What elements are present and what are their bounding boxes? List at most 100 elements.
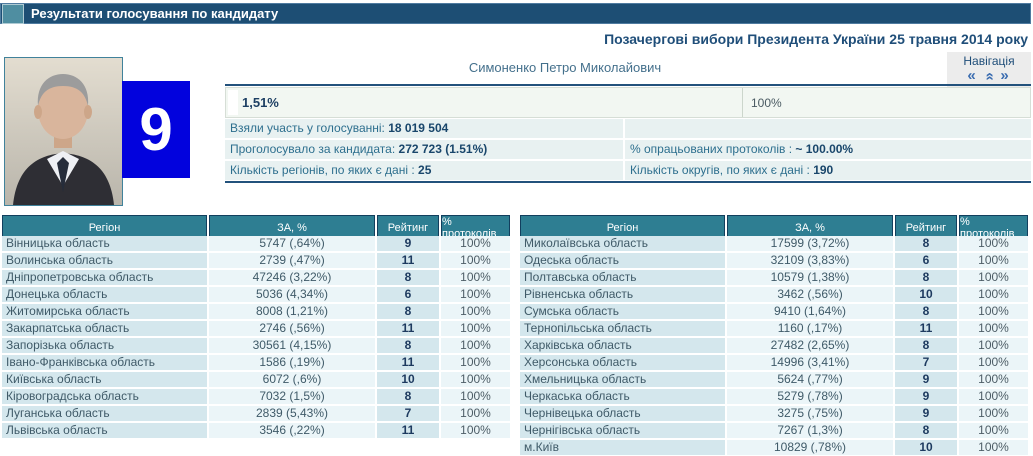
stats-row-counts: Кількість регіонів, по яких є дані : 25 … [225, 161, 1031, 180]
region-cell: Сумська область [520, 304, 725, 319]
votes-cell: 1160 (,17%) [727, 321, 893, 336]
rating-cell: 8 [895, 236, 957, 251]
rating-cell: 8 [377, 338, 439, 353]
stats-protocols-value: ~ 100.00% [795, 142, 854, 156]
votes-cell: 14996 (3,41%) [727, 355, 893, 370]
votes-cell: 8008 (1,21%) [209, 304, 375, 319]
table-row: Чернігівська область 7267 (1,3%) 8 100% [520, 423, 1028, 438]
candidate-number: 9 [139, 96, 173, 163]
rating-cell: 11 [895, 321, 957, 336]
region-cell: Кіровоградська область [2, 389, 207, 404]
table-row: Дніпропетровська область 47246 (3,22%) 8 10… [2, 270, 510, 285]
rating-cell: 10 [377, 372, 439, 387]
stats-empty-cell [625, 119, 1031, 138]
table-row: Запорізька область 30561 (4,15%) 8 100% [2, 338, 510, 353]
table-row: Рівненська область 3462 (,56%) 10 100% [520, 287, 1028, 302]
protocols-cell: 100% [441, 321, 510, 336]
votes-cell: 1586 (,19%) [209, 355, 375, 370]
table-row: Київська область 6072 (,6%) 10 100% [2, 372, 510, 387]
table-row: Тернопільська область 1160 (,17%) 11 100% [520, 321, 1028, 336]
region-cell: Львівська область [2, 423, 207, 438]
header-divider-line [225, 84, 1031, 86]
protocols-cell: 100% [441, 389, 510, 404]
rating-cell: 9 [377, 236, 439, 251]
candidate-photo [4, 57, 123, 206]
protocols-cell: 100% [959, 270, 1028, 285]
protocols-cell: 100% [959, 338, 1028, 353]
rating-cell: 11 [377, 253, 439, 268]
candidate-number-box: 9 [122, 81, 190, 178]
stats-participation: Взяли участь у голосуванні: 18 019 504 [225, 119, 623, 138]
votes-cell: 5036 (4,34%) [209, 287, 375, 302]
protocols-cell: 100% [441, 423, 510, 438]
rating-cell: 8 [377, 389, 439, 404]
rating-cell: 11 [377, 423, 439, 438]
region-cell: Вінницька область [2, 236, 207, 251]
rating-cell: 6 [377, 287, 439, 302]
rating-cell: 7 [377, 406, 439, 421]
protocols-cell: 100% [959, 321, 1028, 336]
rating-cell: 8 [895, 338, 957, 353]
protocols-cell: 100% [441, 406, 510, 421]
results-table-right: Регіон ЗА, % Рейтинг % протоколів Микола… [520, 215, 1028, 456]
vote-percent-bar: 1,51% [226, 88, 743, 117]
votes-cell: 32109 (3,83%) [727, 253, 893, 268]
rating-cell: 9 [895, 372, 957, 387]
votes-cell: 2746 (,56%) [209, 321, 375, 336]
candidate-portrait-placeholder [5, 58, 122, 205]
protocols-cell: 100% [959, 372, 1028, 387]
table-row: Чернівецька область 3275 (,75%) 9 100% [520, 406, 1028, 421]
table-row: Львівська область 3546 (,22%) 11 100% [2, 423, 510, 438]
region-cell: Хмельницька область [520, 372, 725, 387]
stats-protocols-processed: % опрацьованих протоколів : ~ 100.00% [625, 140, 1031, 159]
stats-table: Взяли участь у голосуванні: 18 019 504 П… [225, 119, 1031, 182]
votes-cell: 7267 (1,3%) [727, 423, 893, 438]
votes-cell: 30561 (4,15%) [209, 338, 375, 353]
table-row: Івано-Франківська область 1586 (,19%) 11 10… [2, 355, 510, 370]
rating-cell: 8 [377, 304, 439, 319]
nav-up-icon[interactable]: » [980, 70, 998, 81]
region-cell: Закарпатська область [2, 321, 207, 336]
votes-cell: 5279 (,78%) [727, 389, 893, 404]
votes-cell: 3546 (,22%) [209, 423, 375, 438]
stats-participation-value: 18 019 504 [388, 121, 449, 135]
page-header-bar: Результати голосування по кандидату [0, 3, 1031, 24]
region-cell: Одеська область [520, 253, 725, 268]
region-cell: Чернігівська область [520, 423, 725, 438]
region-cell: Полтавська область [520, 270, 725, 285]
nav-first-icon[interactable]: « [967, 67, 978, 84]
table-row: Луганська область 2839 (5,43%) 7 100% [2, 406, 510, 421]
table-row: Вінницька область 5747 (,64%) 9 100% [2, 236, 510, 251]
region-cell: Чернівецька область [520, 406, 725, 421]
stats-regions-count: Кількість регіонів, по яких є дані : 25 [225, 161, 623, 180]
table-row: Полтавська область 10579 (1,38%) 8 100% [520, 270, 1028, 285]
table-row: Донецька область 5036 (4,34%) 6 100% [2, 287, 510, 302]
header-bullet-icon [2, 4, 24, 24]
protocols-cell: 100% [441, 372, 510, 387]
stats-districts-count: Кількість округів, по яких є дані : 190 [625, 161, 1031, 180]
protocols-cell: 100% [441, 338, 510, 353]
region-cell: Донецька область [2, 287, 207, 302]
votes-cell: 6072 (,6%) [209, 372, 375, 387]
rating-cell: 8 [377, 270, 439, 285]
protocols-cell: 100% [959, 355, 1028, 370]
stats-districts-value: 190 [813, 163, 834, 177]
table-row: Одеська область 32109 (3,83%) 6 100% [520, 253, 1028, 268]
election-title: Позачергові вибори Президента України 25… [604, 31, 1028, 47]
stats-regions-value: 25 [418, 163, 432, 177]
region-cell: Запорізька область [2, 338, 207, 353]
rating-cell: 7 [895, 355, 957, 370]
rating-cell: 8 [895, 304, 957, 319]
table-row: Житомирська область 8008 (1,21%) 8 100% [2, 304, 510, 319]
navigation-panel: Навігація « » » [947, 52, 1031, 88]
votes-cell: 3275 (,75%) [727, 406, 893, 421]
region-cell: Дніпропетровська область [2, 270, 207, 285]
protocols-percent-bar: 100% [743, 88, 1030, 117]
protocols-cell: 100% [959, 304, 1028, 319]
nav-last-icon[interactable]: » [1000, 67, 1011, 84]
stats-row-participation: Взяли участь у голосуванні: 18 019 504 [225, 119, 1031, 138]
stats-votes-value: 272 723 (1.51%) [398, 142, 488, 156]
votes-cell: 2739 (,47%) [209, 253, 375, 268]
table-row: Сумська область 9410 (1,64%) 8 100% [520, 304, 1028, 319]
